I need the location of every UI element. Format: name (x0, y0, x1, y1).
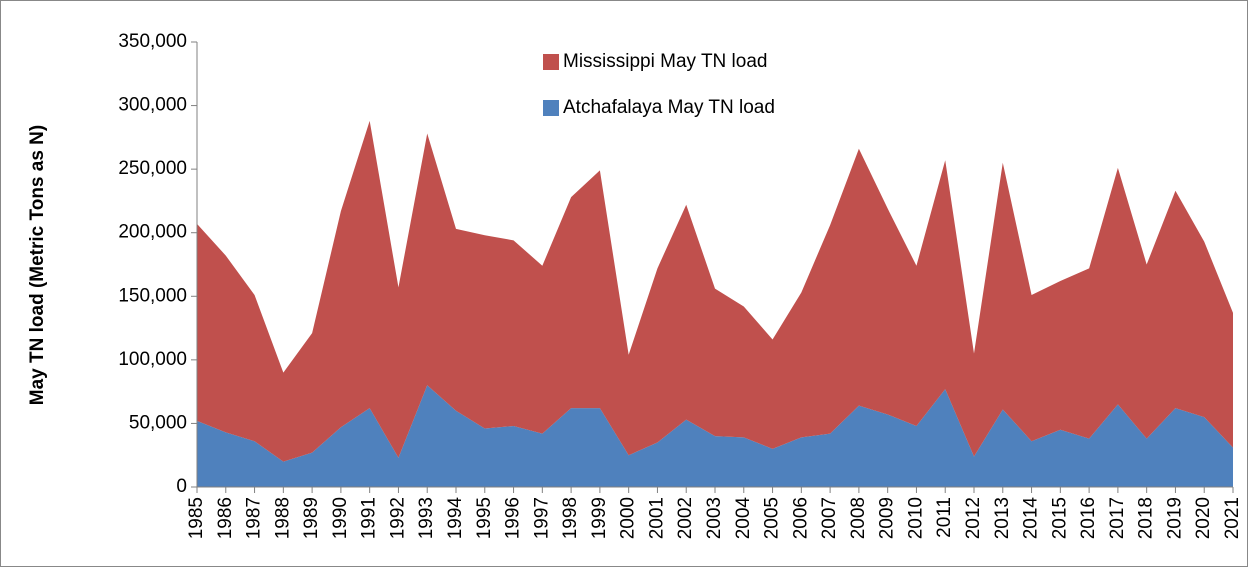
x-tick-label: 2020 (1193, 497, 1214, 539)
y-axis-title: May TN load (Metric Tons as N) (27, 125, 48, 405)
x-tick-label: 2000 (618, 497, 639, 539)
legend-swatch (543, 54, 559, 70)
y-tick-label: 250,000 (118, 158, 187, 179)
x-tick-label: 1989 (301, 497, 322, 539)
x-tick-label: 1994 (445, 497, 466, 540)
area (197, 120, 1233, 462)
x-tick-label: 1990 (330, 497, 351, 539)
x-tick-label: 2005 (762, 497, 783, 539)
x-tick-label: 1985 (186, 497, 207, 539)
x-tick-label: 1997 (531, 497, 552, 539)
x-tick-label: 1992 (387, 497, 408, 539)
x-tick-label: 1995 (474, 497, 495, 539)
x-tick-label: 2007 (819, 497, 840, 539)
y-tick-label: 350,000 (118, 31, 187, 52)
x-tick-label: 2004 (733, 497, 754, 540)
y-tick-label: 150,000 (118, 285, 187, 306)
x-tick-label: 2002 (675, 497, 696, 539)
legend-label: Mississippi May TN load (563, 51, 767, 72)
y-tick-label: 100,000 (118, 349, 187, 370)
x-tick-label: 2006 (790, 497, 811, 539)
legend-swatch (543, 100, 559, 116)
x-tick-label: 1993 (416, 497, 437, 539)
x-tick-label: 2001 (646, 497, 667, 539)
x-tick-label: 1988 (272, 497, 293, 539)
x-tick-label: 2018 (1136, 497, 1157, 539)
x-tick-label: 1991 (359, 497, 380, 539)
x-tick-label: 2013 (992, 497, 1013, 539)
x-tick-label: 2008 (848, 497, 869, 539)
x-tick-label: 2017 (1107, 497, 1128, 539)
x-tick-label: 2009 (877, 497, 898, 539)
legend-label: Atchafalaya May TN load (563, 97, 775, 118)
x-tick-label: 2019 (1164, 497, 1185, 539)
x-tick-label: 2003 (704, 497, 725, 539)
x-tick-label: 2015 (1049, 497, 1070, 539)
y-tick-label: 200,000 (118, 222, 187, 243)
x-tick-label: 1998 (560, 497, 581, 539)
y-tick-label: 300,000 (118, 95, 187, 116)
x-tick-label: 2010 (905, 497, 926, 539)
x-tick-label: 2021 (1222, 497, 1243, 539)
x-tick-label: 1986 (215, 497, 236, 539)
y-tick-label: 50,000 (129, 412, 187, 433)
x-tick-label: 2012 (963, 497, 984, 539)
x-tick-label: 1996 (503, 497, 524, 539)
x-tick-label: 2016 (1078, 497, 1099, 539)
x-tick-label: 2011 (934, 497, 955, 538)
x-tick-label: 1987 (244, 497, 265, 539)
y-tick-label: 0 (176, 476, 187, 497)
x-tick-label: 2014 (1021, 497, 1042, 540)
x-tick-label: 1999 (589, 497, 610, 539)
